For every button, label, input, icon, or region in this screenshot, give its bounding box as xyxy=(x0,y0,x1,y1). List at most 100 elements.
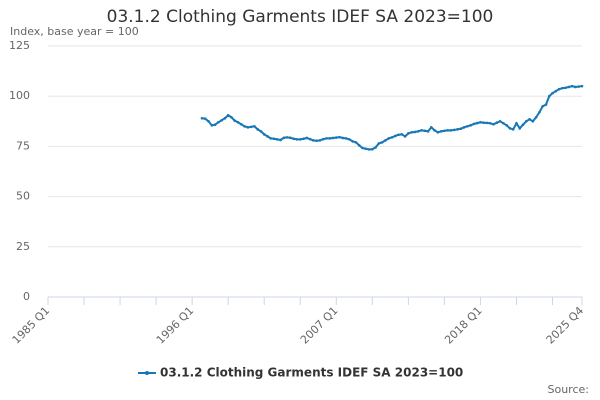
data-point xyxy=(217,121,220,124)
data-point xyxy=(452,128,456,132)
data-point xyxy=(403,135,407,138)
data-point xyxy=(557,87,561,91)
data-point xyxy=(479,121,482,124)
source: Source: xyxy=(548,383,590,396)
data-point xyxy=(430,126,433,129)
data-point xyxy=(351,140,354,143)
data-point xyxy=(423,129,427,133)
data-point xyxy=(276,138,279,141)
x-tick-label: 2007 Q1 xyxy=(298,304,341,347)
data-point xyxy=(312,139,315,142)
data-point xyxy=(357,144,361,147)
data-point xyxy=(361,146,364,150)
data-point xyxy=(446,129,449,132)
y-tick-label: 100 xyxy=(9,89,30,102)
data-point xyxy=(223,116,227,120)
data-point xyxy=(233,119,237,122)
data-point xyxy=(547,94,551,98)
data-point xyxy=(518,127,522,130)
data-point xyxy=(239,123,243,126)
series-line xyxy=(201,85,583,151)
data-point xyxy=(397,133,400,137)
data-point xyxy=(364,147,368,151)
data-point xyxy=(295,138,299,141)
data-point xyxy=(466,125,469,128)
data-point xyxy=(285,136,289,139)
data-point xyxy=(554,89,558,93)
data-point xyxy=(243,125,246,128)
legend-marker xyxy=(145,371,149,375)
legend-label: 03.1.2 Clothing Garments IDEF SA 2023=10… xyxy=(160,366,463,380)
data-point xyxy=(344,137,348,140)
data-point xyxy=(439,130,443,133)
data-point xyxy=(262,133,266,136)
data-point xyxy=(210,124,214,127)
data-point xyxy=(456,128,459,131)
x-tick-label: 2025 Q4 xyxy=(544,304,587,347)
data-point xyxy=(577,85,581,88)
data-point xyxy=(338,135,341,139)
data-point xyxy=(525,120,528,123)
data-point xyxy=(495,121,499,125)
data-point xyxy=(515,122,518,125)
data-point xyxy=(259,130,263,133)
data-point xyxy=(393,134,397,138)
data-point xyxy=(488,122,492,125)
data-point xyxy=(236,121,240,124)
data-point xyxy=(380,141,384,144)
data-point xyxy=(308,137,312,141)
data-point xyxy=(472,122,476,126)
data-point xyxy=(400,133,404,136)
data-point xyxy=(531,120,535,123)
data-point xyxy=(528,117,531,121)
data-point xyxy=(551,91,554,95)
data-point xyxy=(538,110,541,114)
data-point xyxy=(213,123,217,127)
data-point xyxy=(289,136,292,140)
data-point xyxy=(492,123,495,126)
y-tick-label: 125 xyxy=(9,39,30,52)
data-point xyxy=(256,128,259,131)
data-point xyxy=(433,129,436,132)
data-point xyxy=(469,124,472,127)
data-point xyxy=(505,124,508,127)
data-point xyxy=(449,129,453,132)
data-point xyxy=(315,139,318,143)
data-point xyxy=(305,136,309,140)
data-point xyxy=(564,86,567,90)
data-point xyxy=(521,123,525,127)
data-point xyxy=(282,136,286,140)
data-point xyxy=(574,85,577,89)
y-axis-subtitle: Index, base year = 100 xyxy=(10,25,139,38)
data-point xyxy=(321,137,325,141)
data-point xyxy=(325,137,328,140)
data-point xyxy=(302,137,305,141)
data-point xyxy=(485,121,489,125)
data-point xyxy=(475,121,479,125)
data-point xyxy=(269,137,273,140)
data-point xyxy=(387,137,391,140)
data-point xyxy=(482,121,486,125)
data-point xyxy=(462,126,466,129)
chart-title: 03.1.2 Clothing Garments IDEF SA 2023=10… xyxy=(107,7,494,27)
y-tick-label: 50 xyxy=(16,190,30,203)
data-point xyxy=(266,135,269,138)
data-point xyxy=(253,125,256,128)
data-point xyxy=(459,127,463,131)
data-point xyxy=(443,129,446,133)
data-point xyxy=(511,128,515,131)
data-point xyxy=(367,148,371,151)
data-point xyxy=(334,136,338,139)
data-point xyxy=(502,122,505,125)
data-point xyxy=(377,142,381,145)
data-point xyxy=(348,138,351,141)
data-point xyxy=(561,86,564,90)
data-point xyxy=(410,131,413,134)
data-point xyxy=(407,132,410,135)
data-point xyxy=(246,126,250,129)
data-point xyxy=(226,113,230,117)
data-point xyxy=(544,103,548,106)
data-point xyxy=(567,85,571,89)
data-point xyxy=(272,137,276,141)
